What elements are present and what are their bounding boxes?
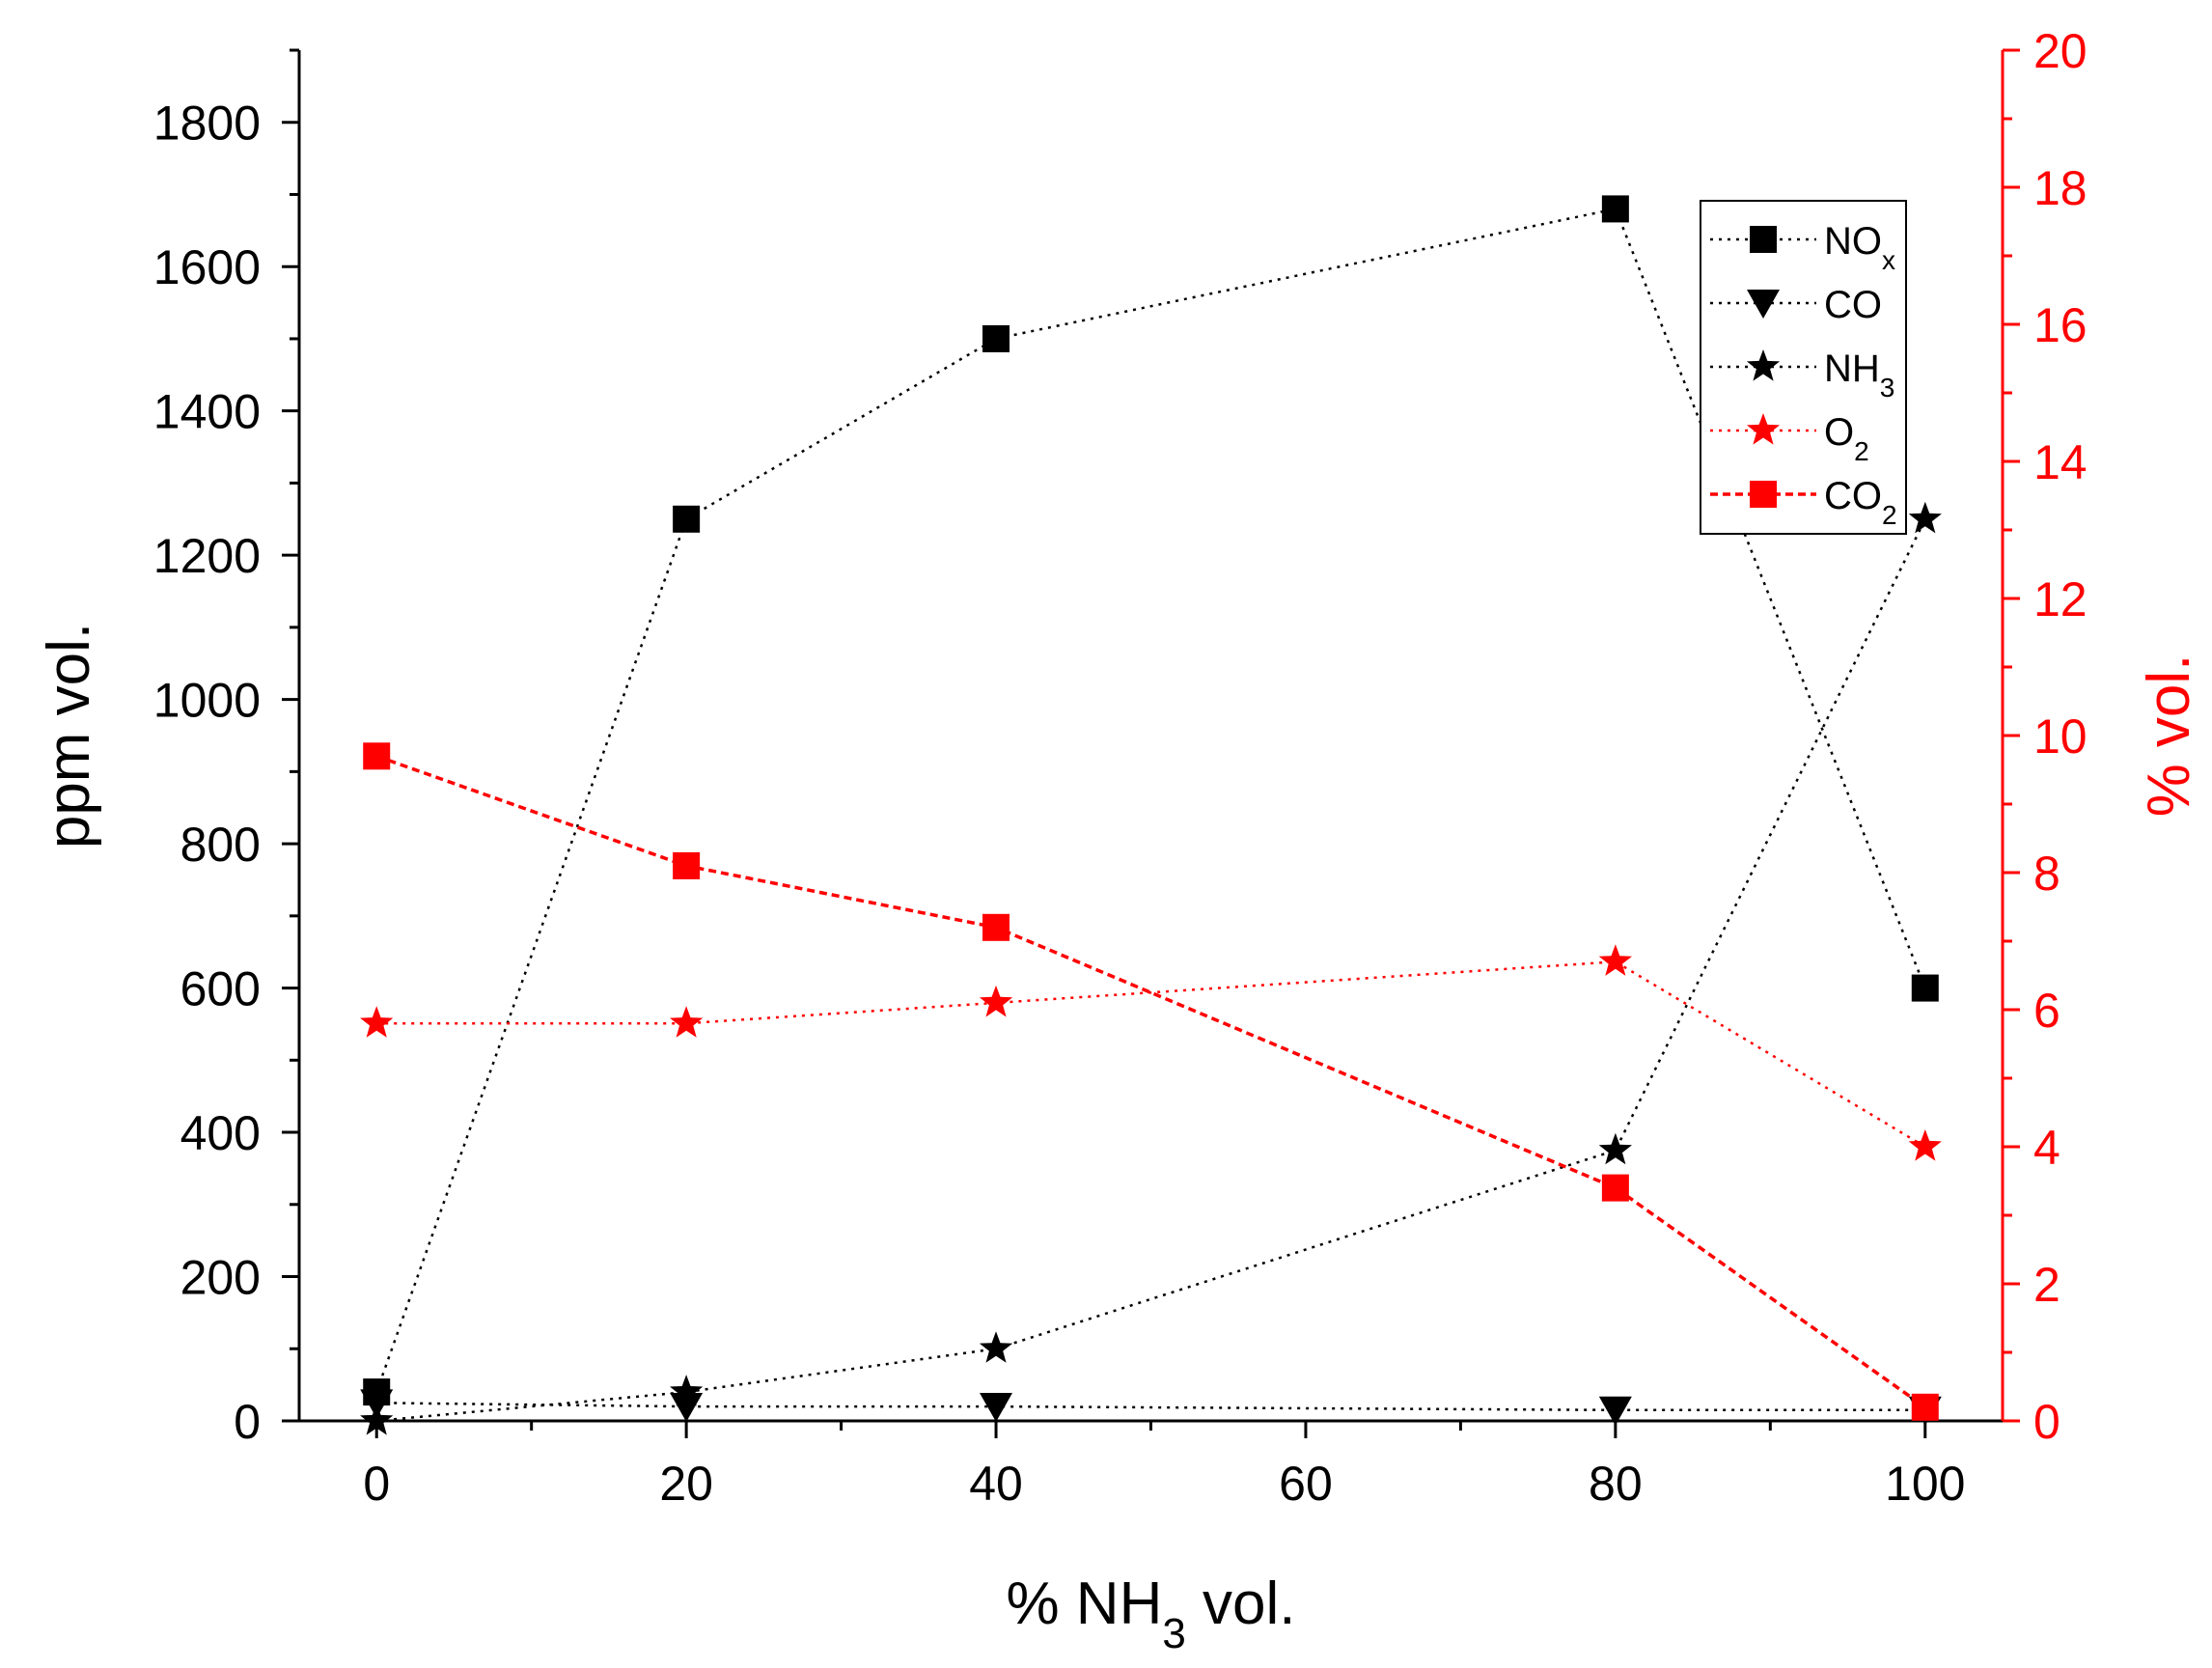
data-point-nox [673,505,701,533]
data-point-co2 [363,742,391,770]
data-point-co [1598,1396,1632,1426]
y-right-tick-label: 18 [2033,161,2088,215]
y-left-tick-label: 0 [234,1395,261,1449]
series-line-nh3 [376,518,1926,1423]
data-point-nh3 [1598,1132,1632,1165]
x-tick-label: 60 [1279,1457,1333,1511]
y-right-tick-label: 12 [2033,572,2088,626]
data-point-co2 [1911,1393,1939,1421]
y-left-tick-label: 1800 [153,97,261,151]
data-point-co2 [982,913,1010,941]
y-left-axis-label: ppm vol. [36,623,102,848]
data-point-co [980,1393,1013,1423]
y-right-tick-label: 14 [2033,435,2088,489]
data-point-nh3 [979,1331,1013,1363]
series-line-co [376,1402,1925,1412]
y-left-tick-label: 1400 [153,385,261,439]
y-left-tick-label: 1600 [153,240,261,294]
legend-label: NOx [1824,220,1895,275]
series-co2 [363,742,1939,1421]
axes-layer: 0 20 40 60 80 1000200400600800100012001400160… [36,24,2202,1657]
y-right-tick-label: 20 [2033,24,2088,78]
data-point-nh3 [670,1375,704,1406]
data-point-o2 [670,1006,704,1038]
y-right-tick-label: 0 [2033,1395,2060,1449]
data-point-o2 [979,985,1013,1017]
legend-label: NH3 [1824,348,1894,403]
series-nh3 [360,501,1942,1435]
series-layer [360,195,1942,1435]
x-tick-label: 80 [1589,1457,1643,1511]
legend-label: CO2 [1824,475,1897,530]
y-right-tick-label: 2 [2033,1258,2060,1312]
y-right-tick-label: 16 [2033,298,2088,352]
y-left-tick-label: 600 [180,962,261,1016]
data-point-nh3 [360,1404,394,1435]
data-point-o2 [1908,1129,1942,1161]
legend-marker [1746,349,1781,381]
y-left-tick-label: 400 [180,1106,261,1160]
legend-marker [1750,226,1777,253]
series-o2 [360,944,1942,1161]
legend: NOx CO NH3 O2 CO2 [1700,200,1907,535]
x-tick-label: 40 [969,1457,1023,1511]
series-line-o2 [376,960,1926,1149]
y-right-tick-label: 6 [2033,984,2060,1038]
legend-marker [1746,413,1781,445]
y-right-tick-label: 10 [2033,709,2088,764]
data-point-co2 [673,851,701,879]
data-point-co2 [1601,1174,1629,1202]
y-left-tick-label: 1200 [153,529,261,583]
series-line-nox [375,207,1926,1393]
legend-label: CO [1824,284,1882,326]
legend-marker [1750,481,1777,508]
x-tick-label: 100 [1885,1457,1965,1511]
series-line-co2 [375,754,1926,1409]
data-point-o2 [1598,944,1632,976]
data-point-nox [982,324,1010,352]
y-right-tick-label: 4 [2033,1121,2060,1175]
y-left-tick-label: 200 [180,1251,261,1305]
y-right-axis-label: % vol. [2136,654,2202,818]
legend-label: O2 [1824,411,1869,466]
y-left-tick-label: 1000 [153,674,261,728]
y-right-tick-label: 8 [2033,847,2060,901]
data-point-o2 [360,1006,394,1038]
legend-box [1700,200,1907,535]
x-axis-label: % NH3 vol. [1006,1571,1295,1657]
legend-marker [1747,290,1780,319]
data-point-nox [1601,195,1629,223]
data-point-nox [1911,974,1939,1002]
y-left-tick-label: 800 [180,818,261,872]
x-tick-label: 0 [363,1457,390,1511]
x-tick-label: 20 [659,1457,713,1511]
data-point-nh3 [1908,501,1942,534]
